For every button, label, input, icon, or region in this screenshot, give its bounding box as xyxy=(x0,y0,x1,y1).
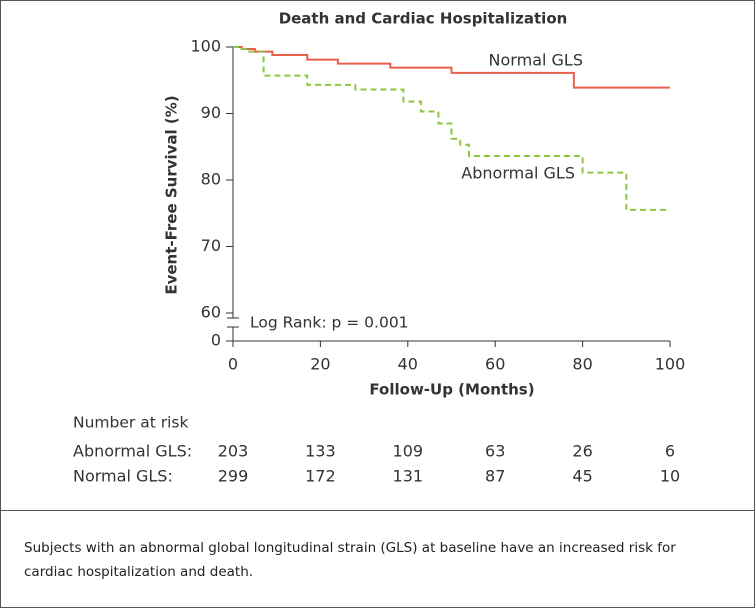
y-tick-label: 0 xyxy=(211,331,221,350)
y-tick-label: 90 xyxy=(201,103,221,122)
x-tick-label: 40 xyxy=(398,355,418,374)
x-tick-label: 80 xyxy=(572,355,592,374)
risk-value: 45 xyxy=(572,467,592,486)
survival-curve xyxy=(233,46,670,211)
chart-title: Death and Cardiac Hospitalization xyxy=(279,10,568,28)
risk-value: 26 xyxy=(572,442,592,461)
y-tick-label: 100 xyxy=(190,37,221,56)
x-tick-label: 100 xyxy=(655,355,686,374)
y-tick-label: 80 xyxy=(201,170,221,189)
risk-value: 131 xyxy=(393,467,424,486)
y-axis-label: Event-Free Survival (%) xyxy=(163,95,181,294)
y-tick-label: 60 xyxy=(201,303,221,322)
x-tick-label: 0 xyxy=(228,355,238,374)
risk-value: 172 xyxy=(305,467,336,486)
y-tick-label: 70 xyxy=(201,236,221,255)
risk-value: 133 xyxy=(305,442,336,461)
risk-value: 63 xyxy=(485,442,505,461)
risk-table-title: Number at risk xyxy=(73,414,188,432)
risk-value: 87 xyxy=(485,467,505,486)
x-tick-label: 20 xyxy=(310,355,330,374)
risk-value: 109 xyxy=(393,442,424,461)
risk-value: 10 xyxy=(660,467,680,486)
x-axis-label: Follow-Up (Months) xyxy=(369,381,534,399)
risk-row-label: Normal GLS: xyxy=(73,467,173,486)
x-tick-label: 60 xyxy=(485,355,505,374)
annotation: Log Rank: p = 0.001 xyxy=(250,314,409,332)
survival-curve xyxy=(233,46,670,89)
risk-value: 299 xyxy=(218,467,249,486)
risk-row-label: Abnormal GLS: xyxy=(73,442,192,461)
series-label: Normal GLS xyxy=(489,51,583,70)
series-label: Abnormal GLS xyxy=(461,164,575,183)
caption: Subjects with an abnormal global longitu… xyxy=(24,540,676,580)
risk-value: 203 xyxy=(218,442,249,461)
risk-value: 6 xyxy=(665,442,675,461)
